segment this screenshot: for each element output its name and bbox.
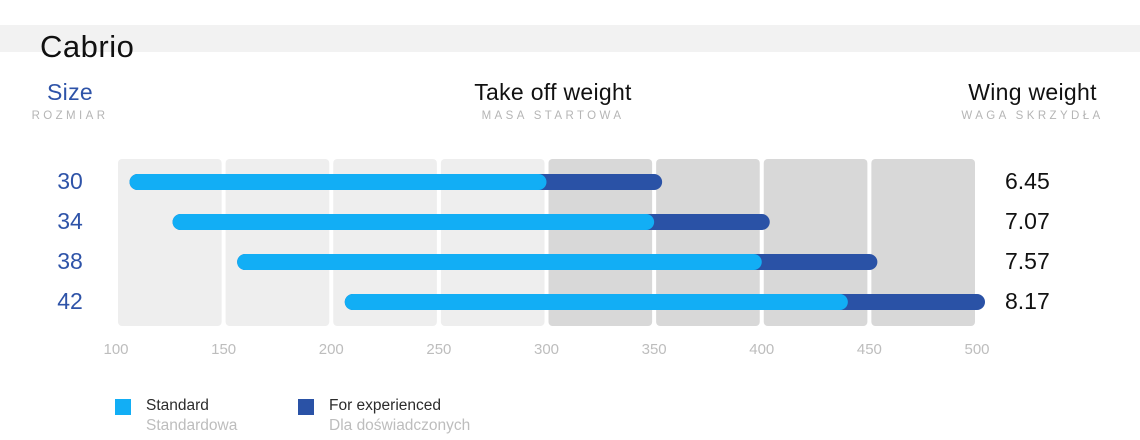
chart-title: Cabrio — [40, 29, 135, 64]
bar-standard-30 — [129, 174, 547, 190]
x-tick-label-500: 500 — [964, 341, 989, 358]
size-label-34: 34 — [57, 208, 83, 234]
bar-standard-38 — [237, 254, 762, 270]
size-label-38: 38 — [57, 248, 83, 274]
title-band: Cabrio — [0, 25, 1140, 64]
x-tick-label-200: 200 — [319, 341, 344, 358]
x-tick-label-400: 400 — [749, 341, 774, 358]
bar-standard-42 — [344, 294, 848, 310]
wing-weight-34: 7.07 — [1005, 208, 1050, 234]
grid-band-300-350 — [548, 159, 653, 326]
grid-band-150-200 — [225, 159, 330, 326]
wing-header-label: Wing weight — [968, 79, 1097, 105]
wing-weight-30: 6.45 — [1005, 168, 1050, 194]
size-header-sublabel: ROZMIAR — [31, 110, 109, 122]
size-header-label: Size — [47, 79, 93, 105]
grid-band-200-250 — [333, 159, 437, 326]
takeoff-header-label: Take off weight — [474, 79, 632, 105]
size-label-30: 30 — [57, 168, 83, 194]
x-tick-label-300: 300 — [534, 341, 559, 358]
wing-header-sublabel: WAGA SKRZYDŁA — [961, 110, 1104, 122]
legend-label-experienced: For experienced — [329, 397, 442, 414]
bar-standard-34 — [172, 214, 655, 230]
wing-weight-38: 7.57 — [1005, 248, 1050, 274]
grid-band-450-500 — [871, 159, 975, 326]
x-tick-label-450: 450 — [857, 341, 882, 358]
legend-sublabel-experienced: Dla doświadczonych — [329, 417, 471, 434]
size-label-42: 42 — [57, 288, 83, 314]
x-tick-label-250: 250 — [426, 341, 451, 358]
x-tick-label-150: 150 — [211, 341, 236, 358]
x-tick-label-350: 350 — [642, 341, 667, 358]
wing-header: Wing weight WAGA SKRZYDŁA — [925, 79, 1140, 122]
legend-sublabel-standard: Standardowa — [146, 417, 238, 434]
grid-band-350-400 — [656, 159, 760, 326]
legend-swatch-standard — [115, 399, 131, 415]
takeoff-header: Take off weight MASA STARTOWA — [403, 79, 703, 122]
grid-band-100-150 — [118, 159, 222, 326]
takeoff-header-sublabel: MASA STARTOWA — [481, 110, 625, 122]
grid-band-250-300 — [440, 159, 545, 326]
x-tick-label-100: 100 — [103, 341, 128, 358]
legend-swatch-experienced — [298, 399, 314, 415]
grid-band-400-450 — [763, 159, 868, 326]
size-header: Size ROZMIAR — [10, 79, 130, 122]
legend-label-standard: Standard — [146, 397, 209, 414]
wing-weight-42: 8.17 — [1005, 288, 1050, 314]
